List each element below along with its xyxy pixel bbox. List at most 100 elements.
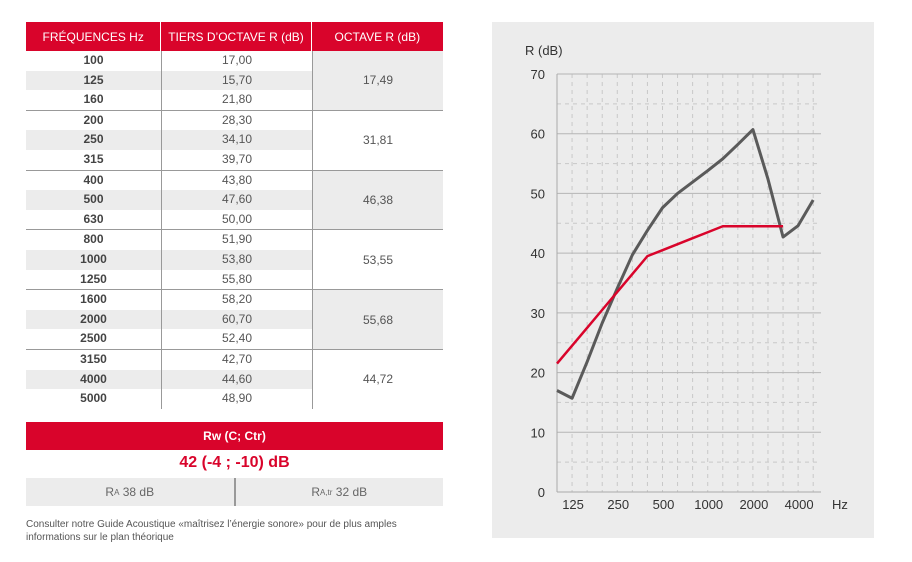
y-tick-label: 50	[531, 186, 545, 201]
frequency-cell: 5000	[26, 389, 162, 409]
table-row: 250 34,10	[26, 130, 313, 150]
group-rows: 100 17,00 125 15,70 160 21,80	[26, 51, 313, 110]
table-row: 3150 42,70	[26, 349, 313, 370]
x-tick-label: 1000	[694, 497, 723, 512]
octave-cell: 53,55	[362, 252, 394, 267]
series-line-measured	[556, 128, 815, 400]
y-tick-label: 40	[531, 246, 545, 261]
ratr-sub: A,tr	[320, 487, 333, 497]
frequency-cell: 2000	[26, 309, 162, 330]
table-row: 100 17,00	[26, 51, 313, 71]
octave-group: 200 28,30 250 34,10 315 39,70 31,81	[26, 109, 443, 170]
y-tick-label: 30	[531, 306, 545, 321]
y-tick-label: 10	[531, 425, 545, 440]
table-row: 2000 60,70	[26, 309, 313, 330]
third-octave-cell: 39,70	[162, 149, 313, 170]
frequency-cell: 250	[26, 130, 162, 150]
note-text: Consulter notre Guide Acoustique «maîtri…	[26, 519, 397, 543]
table-row: 1250 55,80	[26, 269, 313, 290]
frequency-cell: 400	[26, 170, 162, 191]
y-tick-label: 20	[531, 366, 545, 381]
group-rows: 1600 58,20 2000 60,70 2500 52,40	[26, 290, 313, 349]
third-octave-cell: 15,70	[162, 70, 313, 91]
octave-group: 3150 42,70 4000 44,60 5000 48,90 44,72	[26, 348, 443, 409]
octave-group: 800 51,90 1000 53,80 1250 55,80 53,55	[26, 229, 443, 290]
group-rows: 200 28,30 250 34,10 315 39,70	[26, 110, 313, 170]
table-row: 5000 48,90	[26, 389, 313, 409]
third-octave-cell: 50,00	[162, 209, 313, 230]
table-row: 500 47,60	[26, 190, 313, 210]
ra-value: 38 dB	[122, 485, 155, 499]
table-row: 400 43,80	[26, 170, 313, 191]
ra-sub: A	[114, 487, 120, 497]
octave-cell: 31,81	[362, 133, 394, 148]
group-rows: 400 43,80 500 47,60 630 50,00	[26, 170, 313, 230]
third-octave-cell: 48,90	[162, 389, 313, 409]
ratr-cell: R A,tr 32 dB	[236, 478, 444, 506]
y-tick-label: 0	[538, 485, 545, 500]
table-row: 630 50,00	[26, 209, 313, 230]
x-axis-label: Hz	[832, 497, 848, 512]
octave-cell: 44,72	[362, 372, 394, 387]
third-octave-cell: 53,80	[162, 249, 313, 270]
group-rows: 3150 42,70 4000 44,60 5000 48,90	[26, 349, 313, 409]
y-tick-label: 60	[531, 127, 545, 142]
third-octave-cell: 51,90	[162, 230, 313, 250]
frequency-cell: 1600	[26, 290, 162, 310]
third-octave-cell: 47,60	[162, 190, 313, 210]
frequency-cell: 125	[26, 70, 162, 91]
x-tick-label: 125	[562, 497, 584, 512]
third-octave-cell: 43,80	[162, 170, 313, 191]
frequency-cell: 3150	[26, 349, 162, 370]
rw-value: 42 (-4 ; -10) dB	[179, 454, 290, 471]
third-octave-cell: 34,10	[162, 130, 313, 150]
table-row: 1600 58,20	[26, 290, 313, 310]
header-frequency: FRÉQUENCES Hz	[26, 22, 162, 51]
table-row: 2500 52,40	[26, 329, 313, 349]
third-octave-cell: 55,80	[162, 269, 313, 290]
third-octave-cell: 42,70	[162, 349, 313, 370]
table-row: 200 28,30	[26, 110, 313, 131]
frequency-cell: 1000	[26, 249, 162, 270]
octave-group: 1600 58,20 2000 60,70 2500 52,40 55,68	[26, 289, 443, 349]
frequency-cell: 630	[26, 209, 162, 230]
group-rows: 800 51,90 1000 53,80 1250 55,80	[26, 230, 313, 290]
frequency-cell: 4000	[26, 369, 162, 390]
third-octave-cell: 28,30	[162, 110, 313, 131]
frequency-cell: 100	[26, 51, 162, 71]
x-tick-label: 250	[607, 497, 629, 512]
y-axis-label: R (dB)	[525, 43, 563, 58]
chart: 0 10 20 30 40 50 60 70 125 250 500 1000 2000 4000 Hz R …	[525, 43, 848, 512]
frequency-cell: 200	[26, 110, 162, 131]
table-row: 160 21,80	[26, 90, 313, 110]
series-line-reference	[556, 225, 784, 365]
third-octave-cell: 21,80	[162, 90, 313, 110]
frequency-cell: 160	[26, 90, 162, 110]
table-row: 800 51,90	[26, 230, 313, 250]
table-row: 315 39,70	[26, 149, 313, 170]
frequency-cell: 500	[26, 190, 162, 210]
acoustic-table: FRÉQUENCES Hz TIERS D’OCTAVE R (dB) OCTA…	[26, 22, 443, 409]
y-tick-label: 70	[531, 67, 545, 82]
x-tick-label: 4000	[785, 497, 814, 512]
third-octave-cell: 52,40	[162, 329, 313, 349]
frequency-cell: 315	[26, 149, 162, 170]
x-tick-label: 500	[653, 497, 675, 512]
table-row: 4000 44,60	[26, 369, 313, 390]
rw-title: Rw (C; Ctr)	[26, 422, 443, 450]
third-octave-cell: 60,70	[162, 309, 313, 330]
table-row: 1000 53,80	[26, 249, 313, 270]
ratr-label: R	[311, 485, 320, 499]
frequency-cell: 1250	[26, 269, 162, 290]
frequency-cell: 2500	[26, 329, 162, 349]
table-row: 125 15,70	[26, 70, 313, 91]
frequency-cell: 800	[26, 230, 162, 250]
x-tick-label: 2000	[739, 497, 768, 512]
third-octave-cell: 58,20	[162, 290, 313, 310]
ra-label: R	[105, 485, 115, 499]
octave-cell: 17,49	[313, 51, 443, 110]
octave-cell: 46,38	[313, 170, 443, 230]
third-octave-cell: 44,60	[162, 369, 313, 390]
